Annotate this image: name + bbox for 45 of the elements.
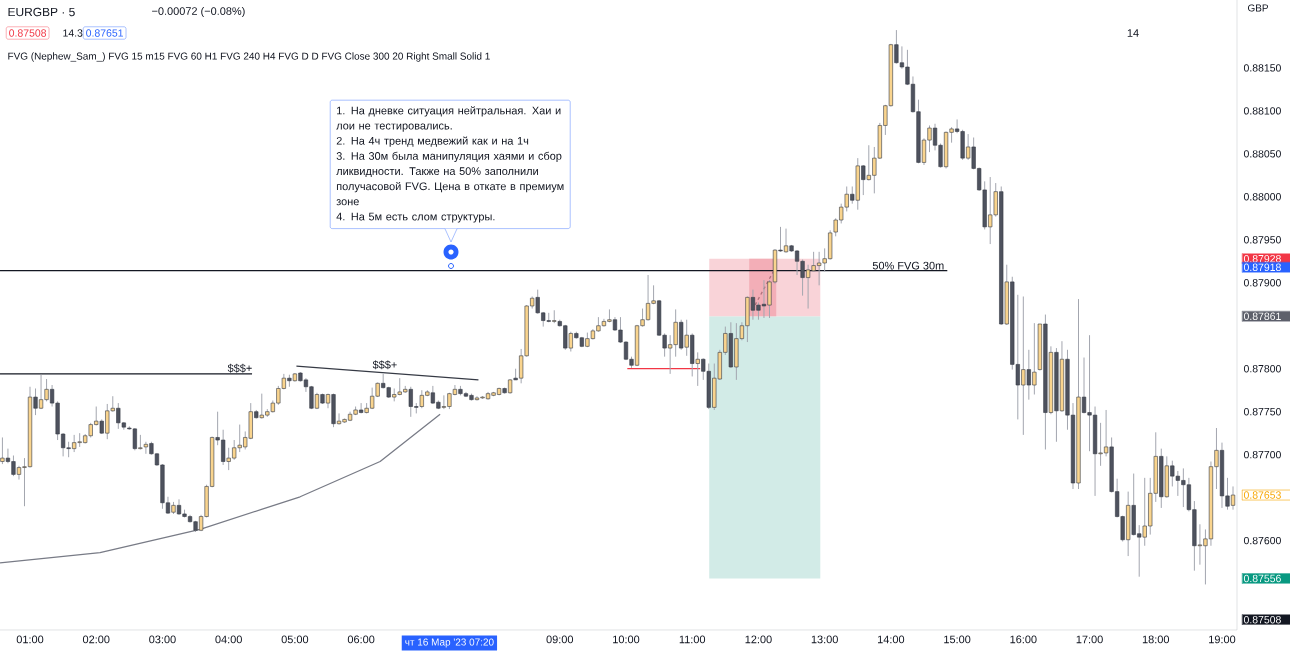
- y-tick-label: 0.88050: [1243, 150, 1281, 158]
- annotation: 0.87651: [86, 29, 123, 37]
- annotation: 4. На 5м есть слом структуры.: [336, 212, 495, 223]
- y-tick-label: 0.87800: [1243, 365, 1281, 373]
- x-tick-label: 02:00: [82, 635, 110, 644]
- annotation: $$$+: [227, 363, 252, 373]
- y-tick-label: 0.88000: [1243, 193, 1281, 201]
- x-tick-label: 05:00: [281, 635, 309, 644]
- annotation: 2. На 4ч тренд медвежий как и на 1ч: [336, 136, 529, 147]
- annotation: 1. На дневке ситуация нейтральная. Хаи и лои не тестировались.: [336, 106, 561, 132]
- x-tick-label: 03:00: [149, 635, 176, 644]
- x-tick-label: 15:00: [944, 635, 971, 644]
- x-tick-label: 11:00: [679, 635, 706, 644]
- y-tick-label: 0.87700: [1243, 450, 1281, 459]
- x-tick-label: 19:00: [1209, 635, 1236, 644]
- x-tick-label: 06:00: [347, 635, 375, 644]
- x-tick-label: 04:00: [215, 635, 242, 644]
- annotation: 14: [1127, 29, 1139, 37]
- annotation: FVG (Nephew_Sam_) FVG 15 m15 FVG 60 H1 FVG 240 H4 FVG D D FVG Close 300 20 Right Small Solid 1: [8, 52, 490, 62]
- x-tick-label: 17:00: [1076, 635, 1103, 644]
- y-tick-label: 0.87750: [1243, 407, 1281, 416]
- text: EURGBP · 5: [8, 7, 75, 17]
- x-tick-label: 12:00: [745, 635, 772, 644]
- y-axis-title: GBP: [1247, 4, 1268, 12]
- annotation: 0.87508: [9, 29, 47, 37]
- x-tick-label: 16:00: [1010, 635, 1037, 644]
- x-tick-label: 14:00: [877, 635, 905, 644]
- annotation: 3. На 30м была манипуляция хаями и сбор ликвидности. Также на 50% заполнили получасовой FVG. Цена в откате в премиум зоне: [336, 151, 564, 206]
- y-tick-label: 0.87600: [1243, 536, 1281, 545]
- x-tick-label: чт 16 Мар '23 07:20: [405, 638, 494, 648]
- y-tick-label: 0.87653: [1243, 491, 1281, 499]
- x-tick-label: 01:00: [16, 635, 44, 644]
- annotation: $$$+: [372, 360, 397, 370]
- x-tick-label: 09:00: [546, 635, 574, 644]
- x-tick-label: 13:00: [811, 635, 838, 644]
- y-tick-label: 0.87950: [1243, 236, 1281, 244]
- y-tick-label: 0.88100: [1243, 107, 1281, 115]
- text: −0.00072 (−0.08%): [152, 6, 245, 18]
- line-series: [0, 413, 441, 564]
- annotation: 14.3: [63, 29, 83, 37]
- annotation: 50% FVG 30m: [872, 261, 944, 270]
- y-tick-label: 0.87900: [1243, 279, 1281, 287]
- x-tick-label: 18:00: [1142, 635, 1170, 644]
- y-tick-label: 0.88150: [1243, 64, 1281, 72]
- x-tick-label: 10:00: [613, 635, 640, 644]
